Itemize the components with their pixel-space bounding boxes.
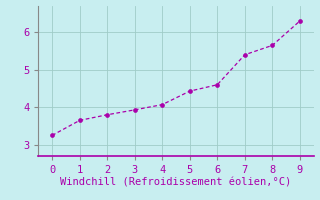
- X-axis label: Windchill (Refroidissement éolien,°C): Windchill (Refroidissement éolien,°C): [60, 178, 292, 188]
